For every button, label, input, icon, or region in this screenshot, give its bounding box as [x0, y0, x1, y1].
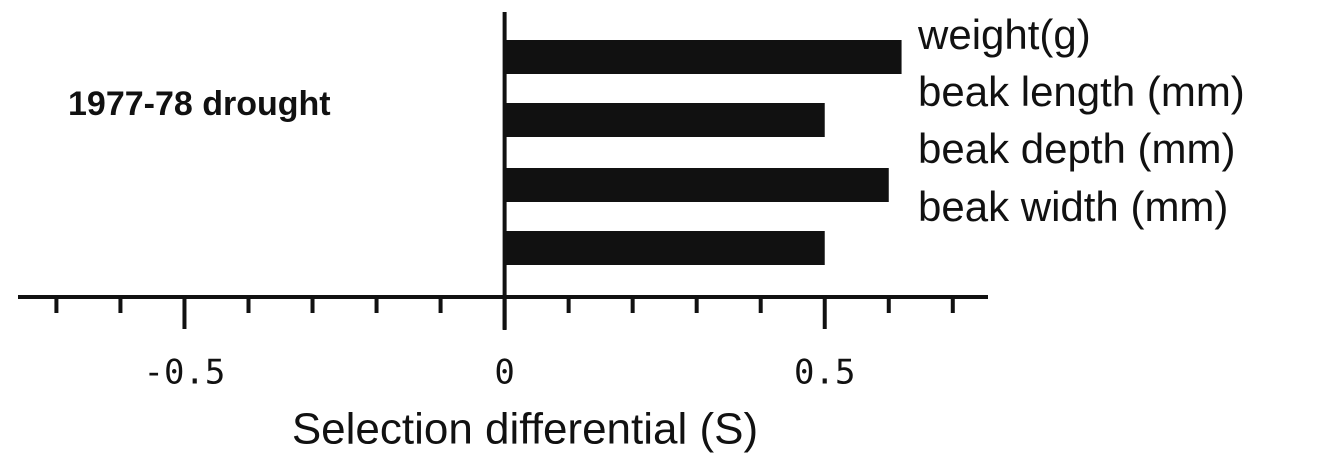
- x-tick-label: 0.5: [794, 353, 855, 393]
- category-label: beak depth (mm): [918, 125, 1235, 172]
- category-label: beak length (mm): [918, 68, 1245, 115]
- bar: [504, 40, 902, 74]
- x-axis-label: Selection differential (S): [292, 405, 758, 454]
- bar: [504, 103, 825, 137]
- x-tick-label: -0.5: [144, 353, 226, 393]
- category-label: beak width (mm): [918, 183, 1228, 230]
- chart-title: 1977-78 drought: [68, 85, 331, 123]
- bar: [504, 231, 825, 265]
- bar: [504, 168, 889, 202]
- category-label: weight(g): [917, 11, 1091, 58]
- x-tick-label: 0: [494, 353, 514, 393]
